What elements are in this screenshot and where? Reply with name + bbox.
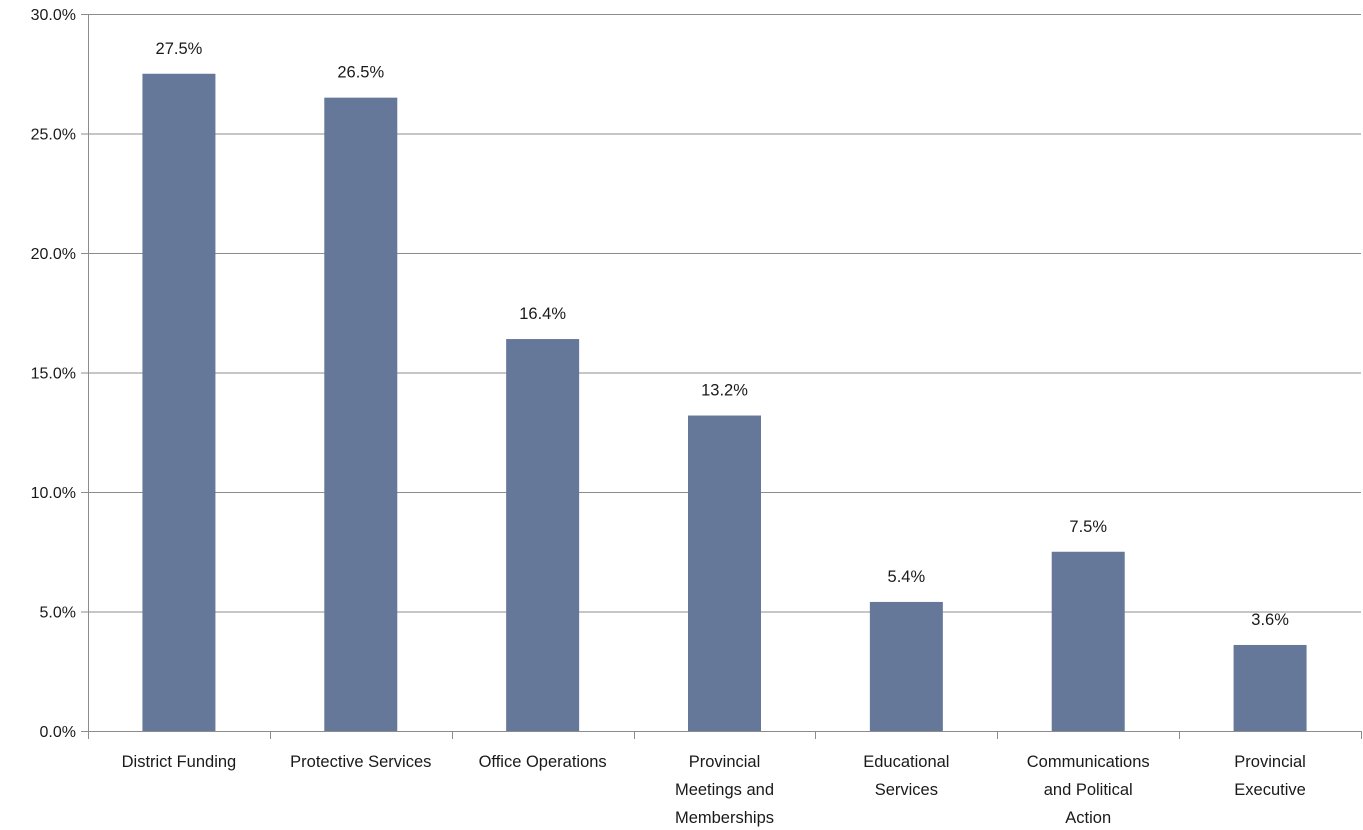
data-label: 7.5% [1069, 518, 1107, 536]
data-label: 26.5% [337, 64, 384, 82]
category-label-line: and Political [1044, 781, 1133, 799]
labels: 0.0% 5.0% 10.0% 15.0% 20.0% 25.0% 30.0% 27.5% Di… [31, 7, 1306, 827]
y-tick-label: 30.0% [31, 7, 76, 24]
y-tick-label: 10.0% [31, 485, 76, 502]
category-label: Provincial Executive [1234, 753, 1306, 799]
bars [142, 73, 1307, 731]
y-tick-label: 15.0% [31, 366, 76, 383]
category-label: Educational Services [863, 753, 949, 799]
category-label: Communications and Political Action [1027, 753, 1150, 827]
data-label: 16.4% [519, 305, 566, 323]
category-label-line: Memberships [675, 809, 774, 827]
bar [1051, 551, 1125, 731]
bar [688, 415, 761, 731]
y-tick-label: 5.0% [40, 605, 76, 622]
y-tick-label: 25.0% [31, 127, 76, 144]
category-label-line: Provincial [689, 753, 761, 771]
category-label: District Funding [122, 753, 237, 771]
gridlines [88, 14, 1361, 613]
category-label-line: Office Operations [479, 753, 607, 771]
bar [142, 73, 216, 731]
data-label: 13.2% [701, 382, 748, 400]
category-label: Provincial Meetings and Memberships [675, 753, 774, 827]
y-tick-label: 20.0% [31, 246, 76, 263]
category-label-line: Educational [863, 753, 949, 771]
category-label-line: District Funding [122, 753, 237, 771]
data-label: 27.5% [156, 40, 203, 58]
category-label-line: Services [875, 781, 938, 799]
category-label-line: Executive [1234, 781, 1306, 799]
data-label: 5.4% [888, 568, 926, 586]
category-label-line: Communications [1027, 753, 1150, 771]
category-label-line: Protective Services [290, 753, 431, 771]
category-label: Office Operations [479, 753, 607, 771]
category-label: Protective Services [290, 753, 431, 771]
y-tick-label: 0.0% [40, 724, 76, 741]
category-label-line: Action [1065, 809, 1111, 827]
bar [1233, 644, 1307, 731]
data-label: 3.6% [1251, 611, 1289, 629]
bar [324, 97, 398, 731]
category-label-line: Provincial [1234, 753, 1306, 771]
bar [869, 601, 943, 731]
bar [506, 339, 580, 731]
category-label-line: Meetings and [675, 781, 774, 799]
axes [81, 14, 1362, 739]
